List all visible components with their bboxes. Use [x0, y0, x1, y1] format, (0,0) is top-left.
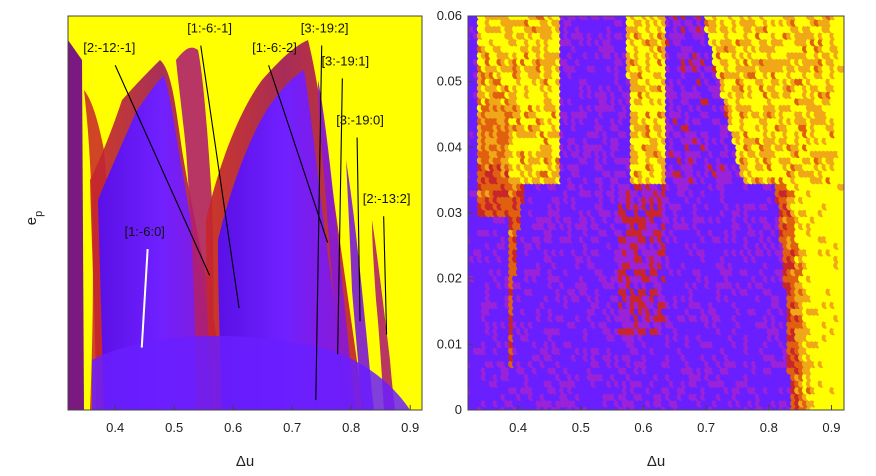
annotation-leader-line [140, 249, 149, 348]
left-x-ticks: 0.4 0.5 0.6 0.7 0.8 0.9 [106, 405, 419, 435]
heatmap-left-strip [68, 40, 84, 410]
annotation-label: [1:-6:-1] [187, 20, 232, 35]
annotation-label: [2:-12:-1] [83, 40, 135, 55]
annotation-label: [3:-19:2] [301, 20, 349, 35]
annotation-leader-line [114, 65, 211, 276]
left-x-tick-label: 0.5 [165, 420, 183, 435]
annotation-label: [3:-19:0] [336, 112, 384, 127]
left-y-axis-label: ep [23, 211, 45, 225]
heatmap-spike-1 [176, 47, 214, 410]
left-x-axis-label: Δu [236, 453, 254, 470]
left-heatmap [68, 16, 422, 410]
annotation-leader-line [337, 78, 343, 355]
left-x-tick-label: 0.4 [106, 420, 124, 435]
heatmap-lobe-left-core [98, 76, 222, 410]
annotation-label: [3:-19:1] [321, 53, 369, 68]
annotation-label: [2:-13:2] [363, 191, 411, 206]
heatmap-tongue-3 [372, 220, 395, 410]
left-x-tick-label: 0.9 [401, 420, 419, 435]
left-annotations: [2:-12:-1] [1:-6:-1] [1:-6:-2] [3:-19:2] [3:… [83, 20, 411, 401]
annotation-leader-line [268, 65, 329, 243]
annotation-leader-line [315, 45, 323, 401]
annotation-leader-line [200, 45, 240, 309]
right-scatter-points [468, 16, 844, 410]
heatmap-tongue-1 [318, 80, 356, 410]
left-x-tick-label: 0.8 [342, 420, 360, 435]
annotation-leader-line [356, 137, 361, 322]
left-x-tick-label: 0.6 [224, 420, 242, 435]
left-plot-frame [67, 15, 423, 411]
annotation-label: [1:-6:0] [124, 224, 164, 239]
left-x-tick-label: 0.7 [283, 420, 301, 435]
annotation-leader-line [383, 216, 388, 335]
annotation-label: [1:-6:-2] [252, 40, 297, 55]
heatmap-floor [92, 336, 410, 410]
